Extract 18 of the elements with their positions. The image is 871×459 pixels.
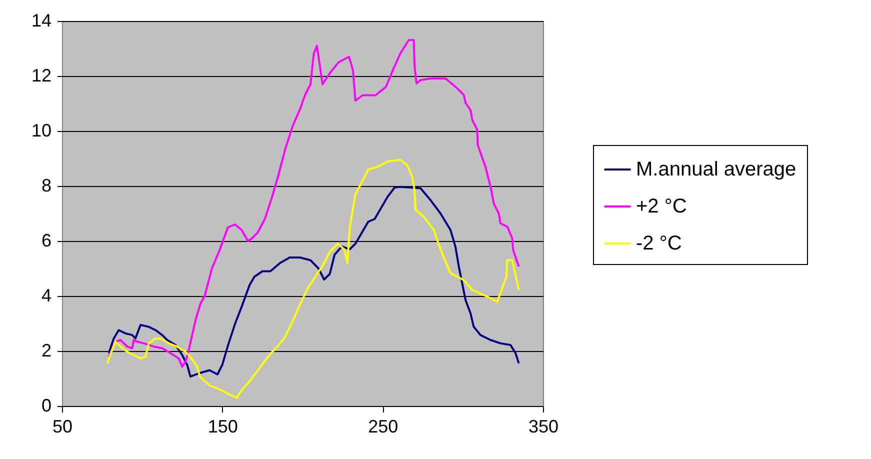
legend-label: -2 °C (636, 232, 682, 254)
y-tick-label: 0 (41, 396, 52, 416)
y-tick-label: 4 (41, 286, 52, 306)
y-tick-label: 10 (31, 120, 52, 140)
legend-label: M.annual average (636, 158, 796, 180)
line-series (106, 158, 520, 399)
y-tick-label: 6 (41, 230, 52, 250)
x-tick-label: 50 (52, 416, 73, 436)
y-tick-label: 8 (41, 176, 52, 196)
x-tick-label: 250 (368, 416, 398, 436)
legend-label: +2 °C (636, 196, 687, 218)
y-tick-label: 12 (31, 66, 52, 86)
x-tick-label: 150 (208, 416, 238, 436)
line-series (108, 38, 520, 368)
x-tick-label: 350 (528, 416, 559, 436)
y-tick-label: 2 (41, 340, 52, 360)
y-tick-label: 14 (31, 10, 52, 30)
line-series (108, 186, 520, 378)
